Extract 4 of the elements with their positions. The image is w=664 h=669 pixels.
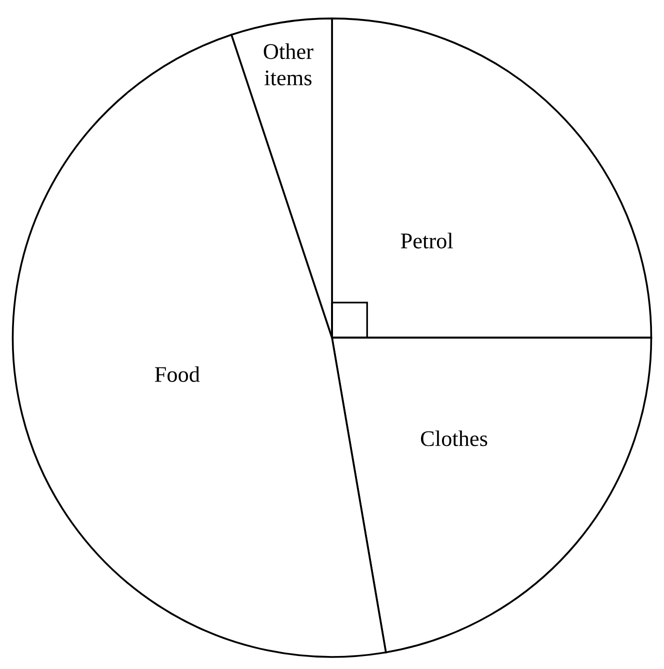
slice-label: Petrol [400,232,453,248]
slice-label: Food [154,366,200,382]
slice-label: Other items [264,43,314,86]
slice-label: Clothes [420,430,488,446]
